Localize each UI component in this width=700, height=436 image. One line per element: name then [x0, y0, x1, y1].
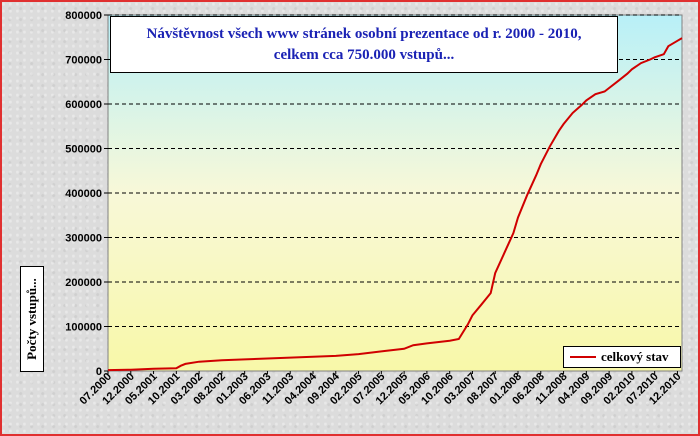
y-tick-label: 500000 [65, 144, 102, 156]
y-axis-ticks: 0 100000 200000 300000 400000 500000 600000 700… [65, 10, 108, 378]
y-tick-label: 600000 [65, 99, 102, 111]
series-line-celkovy-stav [107, 37, 683, 372]
legend: celkový stav [563, 346, 681, 368]
y-tick-label: 700000 [65, 55, 102, 67]
legend-swatch [570, 356, 596, 358]
y-tick-label: 0 [96, 366, 102, 378]
chart-title-line1: Návštěvnost všech www stránek osobní pre… [146, 25, 582, 42]
y-tick-label: 800000 [65, 10, 102, 22]
x-axis-ticks: 07.200012.200005.200110.200103.200208.20… [78, 370, 684, 407]
y-axis-label: Počty vstupů... [24, 278, 39, 360]
chart-title-line2: celkem cca 750.000 vstupů... [273, 46, 455, 63]
y-tick-label: 400000 [65, 188, 102, 200]
y-axis-label-box: Počty vstupů... [20, 266, 44, 372]
y-tick-label: 200000 [65, 277, 102, 289]
legend-label: celkový stav [601, 349, 669, 364]
chart-title: Návštěvnost všech www stránek osobní pre… [110, 16, 618, 73]
y-tick-label: 100000 [65, 322, 102, 334]
y-tick-label: 300000 [65, 233, 102, 245]
